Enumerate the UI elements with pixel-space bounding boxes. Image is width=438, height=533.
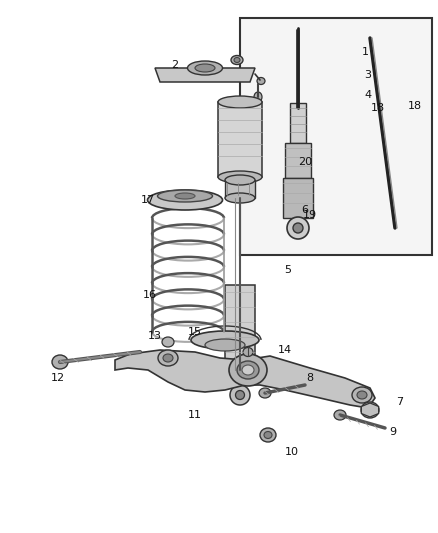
Ellipse shape bbox=[225, 374, 255, 386]
Bar bbox=[283, 178, 313, 218]
Ellipse shape bbox=[230, 385, 250, 405]
Bar bbox=[218, 102, 262, 177]
Text: 4: 4 bbox=[364, 90, 371, 100]
Polygon shape bbox=[361, 403, 379, 417]
Ellipse shape bbox=[195, 64, 215, 72]
Ellipse shape bbox=[191, 331, 259, 349]
Ellipse shape bbox=[237, 361, 259, 379]
Ellipse shape bbox=[175, 193, 195, 199]
Ellipse shape bbox=[242, 365, 254, 375]
Ellipse shape bbox=[264, 432, 272, 439]
Text: 19: 19 bbox=[303, 210, 317, 220]
Text: 11: 11 bbox=[188, 410, 202, 420]
Ellipse shape bbox=[287, 217, 309, 239]
Ellipse shape bbox=[205, 339, 245, 351]
Ellipse shape bbox=[361, 402, 379, 418]
Text: 8: 8 bbox=[307, 373, 314, 383]
Text: 17: 17 bbox=[141, 195, 155, 205]
Text: 15: 15 bbox=[188, 327, 202, 337]
Text: 16: 16 bbox=[143, 290, 157, 300]
Ellipse shape bbox=[148, 190, 223, 210]
Ellipse shape bbox=[259, 388, 271, 398]
Ellipse shape bbox=[158, 350, 178, 366]
Text: 20: 20 bbox=[298, 157, 312, 167]
Polygon shape bbox=[115, 350, 375, 408]
Ellipse shape bbox=[231, 55, 243, 64]
Ellipse shape bbox=[334, 410, 346, 420]
Text: 14: 14 bbox=[278, 345, 292, 355]
Ellipse shape bbox=[254, 92, 262, 102]
Text: 9: 9 bbox=[389, 427, 396, 437]
Bar bbox=[290, 103, 306, 143]
Ellipse shape bbox=[163, 354, 173, 362]
Ellipse shape bbox=[162, 337, 174, 347]
Ellipse shape bbox=[158, 190, 212, 202]
Polygon shape bbox=[155, 68, 255, 82]
Ellipse shape bbox=[293, 223, 303, 233]
Ellipse shape bbox=[218, 96, 262, 108]
Ellipse shape bbox=[218, 171, 262, 183]
Ellipse shape bbox=[225, 193, 255, 203]
Text: 5: 5 bbox=[285, 265, 292, 275]
Ellipse shape bbox=[257, 77, 265, 85]
Bar bbox=[240, 18, 432, 255]
Text: 3: 3 bbox=[364, 70, 371, 80]
Text: 18: 18 bbox=[371, 103, 385, 113]
Bar bbox=[225, 180, 255, 198]
Text: 10: 10 bbox=[285, 447, 299, 457]
Text: 2: 2 bbox=[171, 60, 179, 70]
Ellipse shape bbox=[229, 354, 267, 386]
Ellipse shape bbox=[260, 428, 276, 442]
Text: 1: 1 bbox=[361, 47, 368, 57]
Bar bbox=[225, 285, 255, 380]
Ellipse shape bbox=[357, 391, 367, 399]
Ellipse shape bbox=[236, 391, 244, 400]
Text: 12: 12 bbox=[51, 373, 65, 383]
Text: 6: 6 bbox=[301, 205, 308, 215]
Text: 18: 18 bbox=[408, 101, 422, 111]
Ellipse shape bbox=[225, 175, 255, 185]
Ellipse shape bbox=[187, 61, 223, 75]
Text: 13: 13 bbox=[148, 331, 162, 341]
Ellipse shape bbox=[234, 58, 240, 62]
Bar bbox=[285, 143, 311, 178]
Text: 7: 7 bbox=[396, 397, 403, 407]
Ellipse shape bbox=[352, 387, 372, 403]
Ellipse shape bbox=[243, 348, 253, 357]
Ellipse shape bbox=[52, 355, 68, 369]
